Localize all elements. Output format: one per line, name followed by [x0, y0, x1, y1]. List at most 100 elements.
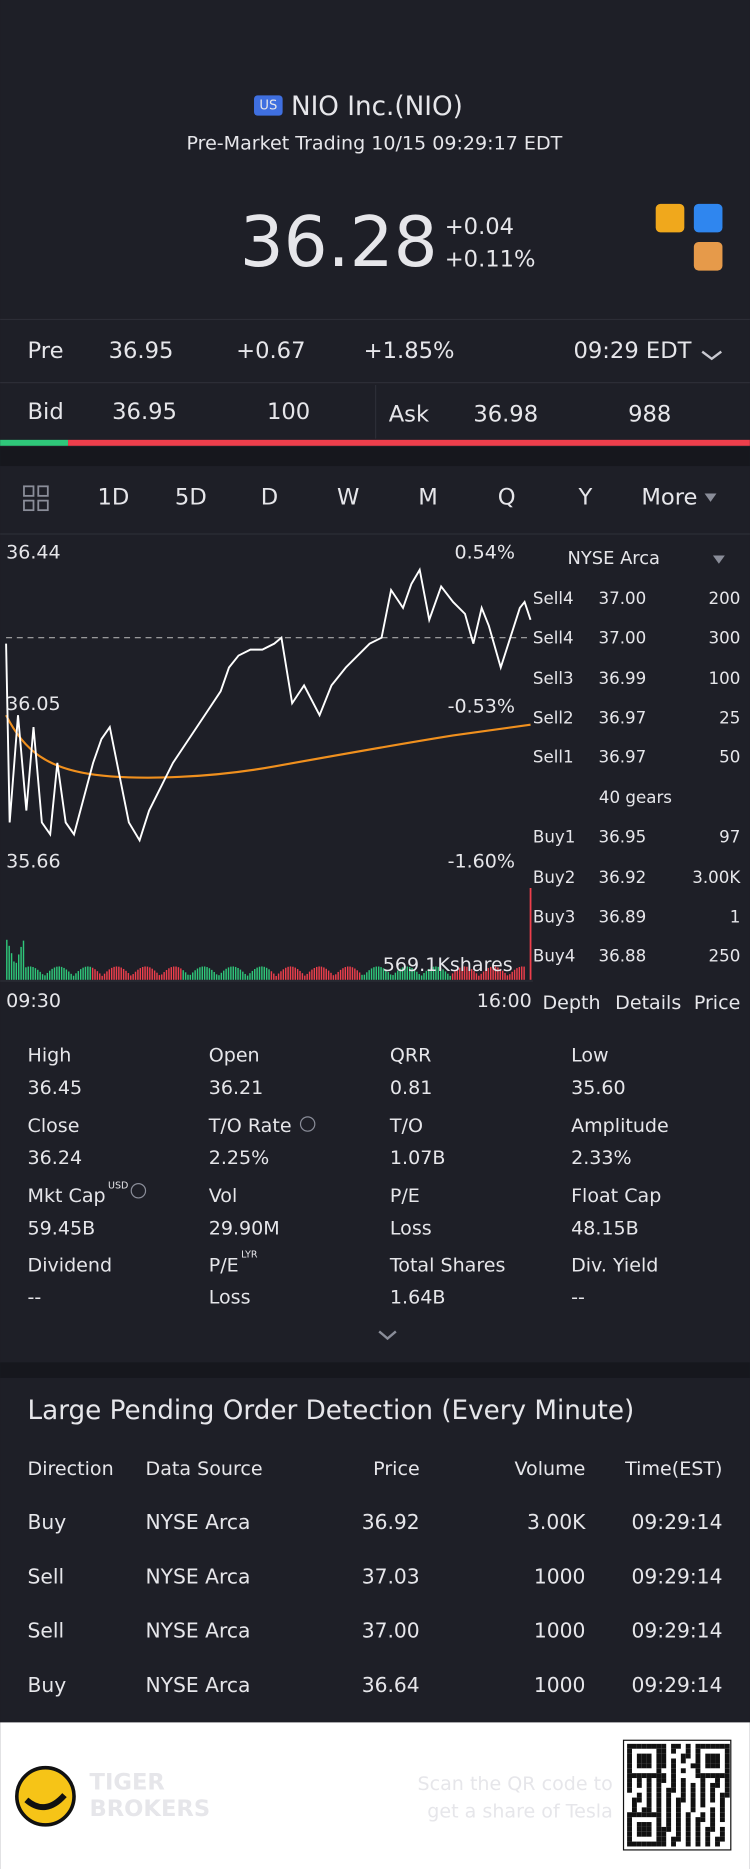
- volume-bar: [375, 966, 378, 980]
- dropdown-arrow: [712, 555, 725, 564]
- qr-pattern: [627, 1743, 730, 1847]
- period-tab[interactable]: Q: [498, 485, 516, 511]
- volume-bar: [232, 966, 234, 980]
- qr-cell: [671, 1778, 676, 1783]
- cell: Buy: [28, 1673, 67, 1697]
- volume-bar: [63, 967, 65, 980]
- qr-cell: [700, 1812, 706, 1818]
- book-size: 100: [709, 669, 741, 688]
- period-tab[interactable]: More: [641, 485, 697, 511]
- change-pct: +0.11%: [445, 246, 536, 272]
- qr-cell: [636, 1792, 642, 1798]
- qr-cell: [646, 1822, 652, 1827]
- volume-bar: [299, 970, 301, 980]
- period-tab[interactable]: M: [418, 485, 438, 511]
- volume-bar: [437, 966, 440, 980]
- period-tab[interactable]: 1D: [97, 485, 129, 511]
- volume-bar: [206, 967, 208, 980]
- qr-cell: [719, 1826, 725, 1832]
- volume-bar: [342, 968, 344, 980]
- volume-bar: [137, 969, 139, 980]
- qr-cell: [641, 1822, 647, 1827]
- volume-bar: [408, 966, 411, 980]
- qr-cell: [627, 1787, 632, 1793]
- qr-cell: [705, 1831, 711, 1837]
- qr-cell: [680, 1778, 686, 1783]
- period-tab[interactable]: Y: [577, 485, 592, 511]
- volume-bar: [246, 975, 249, 980]
- volume-bar: [153, 970, 156, 980]
- cell: NYSE Arca: [146, 1510, 251, 1534]
- volume-bar: [296, 969, 299, 980]
- book-tab[interactable]: Price: [694, 992, 741, 1014]
- volume-bar: [48, 970, 51, 980]
- volume-bar: [418, 974, 420, 980]
- volume-bar: [401, 967, 404, 980]
- volume-bar: [461, 966, 463, 980]
- volume-bar: [428, 968, 430, 980]
- qr-cell: [627, 1817, 632, 1823]
- volume-bar: [25, 967, 27, 980]
- qr-cell: [675, 1797, 681, 1803]
- qr-cell: [724, 1753, 730, 1759]
- period-tab[interactable]: 5D: [175, 485, 207, 511]
- qr-cell: [675, 1802, 681, 1808]
- qr-cell: [695, 1841, 701, 1847]
- volume-bar: [110, 967, 113, 980]
- volume-bar: [113, 966, 115, 980]
- book-tab[interactable]: Depth: [542, 992, 600, 1014]
- qr-cell: [666, 1826, 672, 1832]
- volume-bar: [194, 970, 196, 980]
- subtitle: Pre-Market Trading 10/15 09:29:17 EDT: [186, 133, 562, 155]
- qr-cell: [646, 1753, 652, 1759]
- qr-cell: [715, 1836, 720, 1842]
- volume-bar: [265, 967, 268, 980]
- period-tab[interactable]: D: [261, 485, 278, 511]
- gears: 40 gears: [599, 788, 672, 807]
- qr-cell: [656, 1773, 662, 1779]
- qr-cell: [671, 1836, 676, 1842]
- volume-bar: [473, 971, 475, 980]
- time-label: 16:00: [477, 990, 532, 1012]
- qr-cell: [685, 1753, 691, 1759]
- qr-cell: [627, 1841, 632, 1847]
- book-size: 97: [719, 827, 740, 846]
- stat-value: Loss: [209, 1287, 251, 1309]
- qr-cell: [710, 1807, 716, 1813]
- qr-cell: [641, 1841, 647, 1847]
- qr-cell: [636, 1797, 642, 1803]
- volume-bar: [358, 972, 361, 980]
- book-label: Buy4: [533, 947, 575, 966]
- volume-label: 569.1Kshares: [383, 954, 513, 976]
- qr-cell: [666, 1807, 672, 1813]
- bid-size: 100: [267, 399, 310, 425]
- qr-cell: [719, 1807, 725, 1813]
- stat-value: 36.45: [28, 1077, 83, 1099]
- volume-bar: [444, 971, 447, 980]
- book-label: Buy2: [533, 868, 575, 887]
- qr-cell: [656, 1748, 662, 1754]
- volume-bar: [497, 967, 499, 980]
- period-tab[interactable]: W: [337, 485, 359, 511]
- qr-cell: [641, 1773, 647, 1779]
- qr-cell: [656, 1768, 662, 1774]
- volume-bar: [351, 967, 354, 980]
- volume-bar: [230, 966, 232, 980]
- volume-bar: [149, 967, 151, 980]
- qr-cell: [710, 1753, 716, 1759]
- qr-cell: [690, 1797, 696, 1803]
- qr-cell: [656, 1758, 662, 1764]
- qr-cell: [690, 1787, 696, 1793]
- axis-label: 36.44: [6, 542, 61, 564]
- qr-cell: [627, 1773, 632, 1779]
- book-tab[interactable]: Details: [615, 992, 681, 1014]
- cell: 1000: [534, 1618, 586, 1642]
- volume-bar: [60, 966, 63, 980]
- volume-bar: [487, 967, 490, 980]
- volume-bar: [380, 967, 382, 980]
- book-label: Sell4: [533, 628, 574, 647]
- qr-cell: [695, 1768, 701, 1774]
- stat-value: 48.15B: [571, 1217, 639, 1239]
